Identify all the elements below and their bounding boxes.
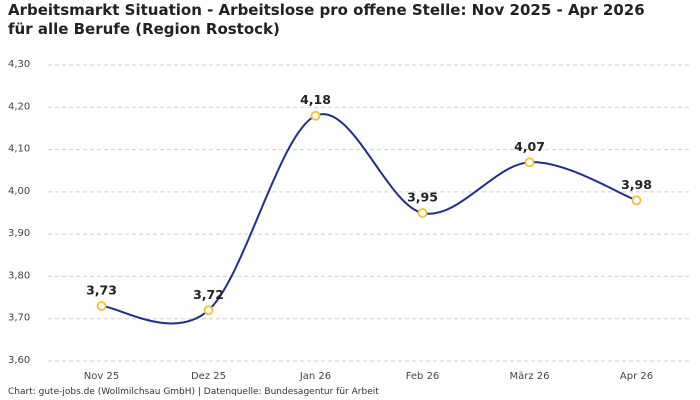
x-tick-label: Jan 26 [299,371,331,382]
source-note: Chart: gute-jobs.de (Wollmilchsau GmbH) … [8,387,379,397]
chart-title: Arbeitsmarkt Situation - Arbeitslose pro… [8,1,645,38]
y-tick-label: 4,20 [8,101,30,112]
data-point [524,157,535,168]
data-label: 4,07 [514,139,545,154]
data-point [310,110,321,121]
y-tick-label: 4,30 [8,59,30,70]
y-tick-label: 3,70 [8,313,30,324]
data-point [631,195,642,206]
x-tick-label: Nov 25 [84,371,119,382]
data-label: 3,72 [193,287,224,302]
data-label: 3,73 [86,283,117,298]
x-tick-label: Apr 26 [620,371,653,382]
series-line [101,113,637,325]
y-tick-label: 4,00 [8,186,30,197]
data-point [417,208,428,218]
x-tick-label: Feb 26 [406,371,440,382]
data-point [96,301,107,311]
data-label: 4,18 [300,92,331,107]
y-tick-label: 3,90 [8,228,30,239]
data-label: 3,95 [407,190,438,205]
y-tick-label: 4,10 [8,144,30,155]
data-point [203,305,214,316]
x-tick-label: Dez 25 [191,371,226,382]
x-tick-label: März 26 [509,371,549,382]
y-tick-label: 3,80 [8,270,30,281]
y-tick-label: 3,60 [8,355,30,366]
data-label: 3,98 [621,177,652,192]
